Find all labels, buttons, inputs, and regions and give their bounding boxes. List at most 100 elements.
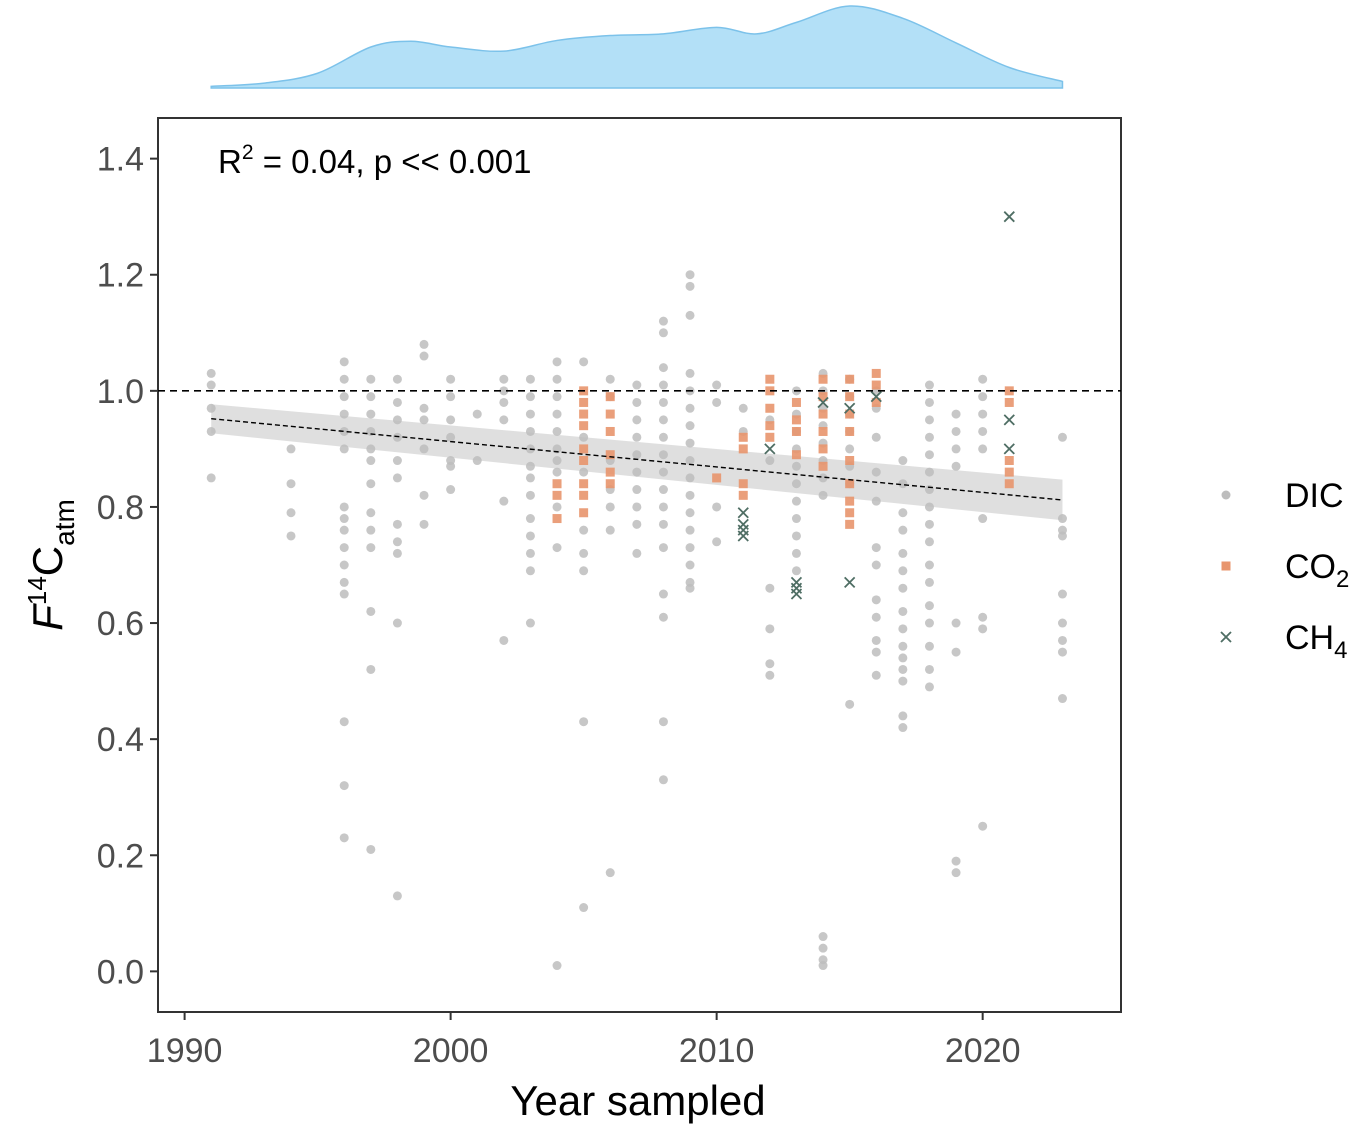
dic-point xyxy=(791,531,801,541)
co2-point xyxy=(845,409,855,419)
y-tick-label: 0.6 xyxy=(97,605,144,643)
dic-point xyxy=(446,461,456,471)
dic-point xyxy=(924,397,934,407)
dic-point xyxy=(339,717,349,727)
dic-point xyxy=(552,456,562,466)
dic-point xyxy=(658,328,668,338)
co2-point xyxy=(1004,456,1014,466)
dic-point xyxy=(525,514,535,524)
dic-point xyxy=(791,548,801,558)
co2-point xyxy=(765,403,775,413)
dic-point xyxy=(685,421,695,431)
co2-point xyxy=(765,421,775,431)
co2-point xyxy=(738,479,748,489)
dic-point xyxy=(951,647,961,657)
dic-point xyxy=(632,380,642,390)
dic-point xyxy=(1057,618,1067,628)
co2-point xyxy=(845,479,855,489)
dic-point xyxy=(685,508,695,518)
dic-point xyxy=(871,560,881,570)
dic-point xyxy=(765,456,775,466)
co2-point xyxy=(579,508,589,518)
y-tick-label: 0.4 xyxy=(97,721,144,759)
dic-point xyxy=(924,380,934,390)
dic-point xyxy=(366,392,376,402)
dic-point xyxy=(871,670,881,680)
dic-point xyxy=(339,392,349,402)
dic-point xyxy=(658,432,668,442)
dic-point xyxy=(1057,432,1067,442)
dic-point xyxy=(1057,635,1067,645)
dic-point xyxy=(392,519,402,529)
dic-point xyxy=(525,392,535,402)
dic-point xyxy=(552,357,562,367)
dic-point xyxy=(898,641,908,651)
co2-point xyxy=(845,519,855,529)
dic-point xyxy=(525,548,535,558)
dic-point xyxy=(951,868,961,878)
dic-point xyxy=(871,496,881,506)
series-square xyxy=(552,368,1014,529)
dic-point xyxy=(685,368,695,378)
dic-point xyxy=(605,868,615,878)
dic-point xyxy=(366,409,376,419)
dic-point xyxy=(924,664,934,674)
dic-point xyxy=(339,514,349,524)
dic-point xyxy=(685,403,695,413)
legend-label: CH4 xyxy=(1285,619,1347,664)
plot-panel xyxy=(157,117,1122,1013)
ch4-point xyxy=(790,588,803,600)
co2-point xyxy=(1004,397,1014,407)
dic-point xyxy=(845,444,855,454)
dic-point xyxy=(658,519,668,529)
dic-point xyxy=(366,508,376,518)
legend-item: CH4 xyxy=(1220,619,1347,664)
dic-point xyxy=(499,397,509,407)
dic-point xyxy=(658,612,668,622)
dic-point xyxy=(978,514,988,524)
dic-point xyxy=(924,682,934,692)
dic-point xyxy=(685,281,695,291)
co2-point xyxy=(579,397,589,407)
co2-point xyxy=(579,456,589,466)
dic-point xyxy=(924,560,934,570)
dic-point xyxy=(605,502,615,512)
dic-point xyxy=(871,647,881,657)
dic-point xyxy=(712,537,722,547)
dic-point xyxy=(818,932,828,942)
dic-point xyxy=(579,903,589,913)
dic-point xyxy=(499,374,509,384)
dic-point xyxy=(579,525,589,535)
dic-point xyxy=(845,699,855,709)
ch4-point xyxy=(817,396,829,409)
dic-point xyxy=(419,351,429,361)
dic-point xyxy=(712,380,722,390)
dic-point xyxy=(525,618,535,628)
dic-point xyxy=(392,456,402,466)
dic-point xyxy=(658,380,668,390)
marginal-density xyxy=(210,5,1064,89)
dic-point xyxy=(898,508,908,518)
dic-point xyxy=(978,409,988,419)
dic-point xyxy=(738,403,748,413)
x-tick-label: 1990 xyxy=(147,1032,223,1070)
dic-point xyxy=(658,543,668,553)
dic-point xyxy=(579,432,589,442)
dic-point xyxy=(339,543,349,553)
dic-point xyxy=(552,426,562,436)
dic-point xyxy=(339,409,349,419)
dic-point xyxy=(658,467,668,477)
dic-point xyxy=(685,456,695,466)
co2-point xyxy=(712,473,722,483)
y-tick-label: 0.2 xyxy=(97,837,144,875)
dic-point xyxy=(552,543,562,553)
dic-point xyxy=(339,525,349,535)
dic-point xyxy=(924,601,934,611)
co2-point xyxy=(1004,386,1014,396)
y-tick-label: 1.0 xyxy=(97,373,144,411)
co2-point xyxy=(579,444,589,454)
dic-point xyxy=(685,270,695,280)
dic-point xyxy=(392,397,402,407)
dic-point xyxy=(632,519,642,529)
dic-point xyxy=(632,467,642,477)
